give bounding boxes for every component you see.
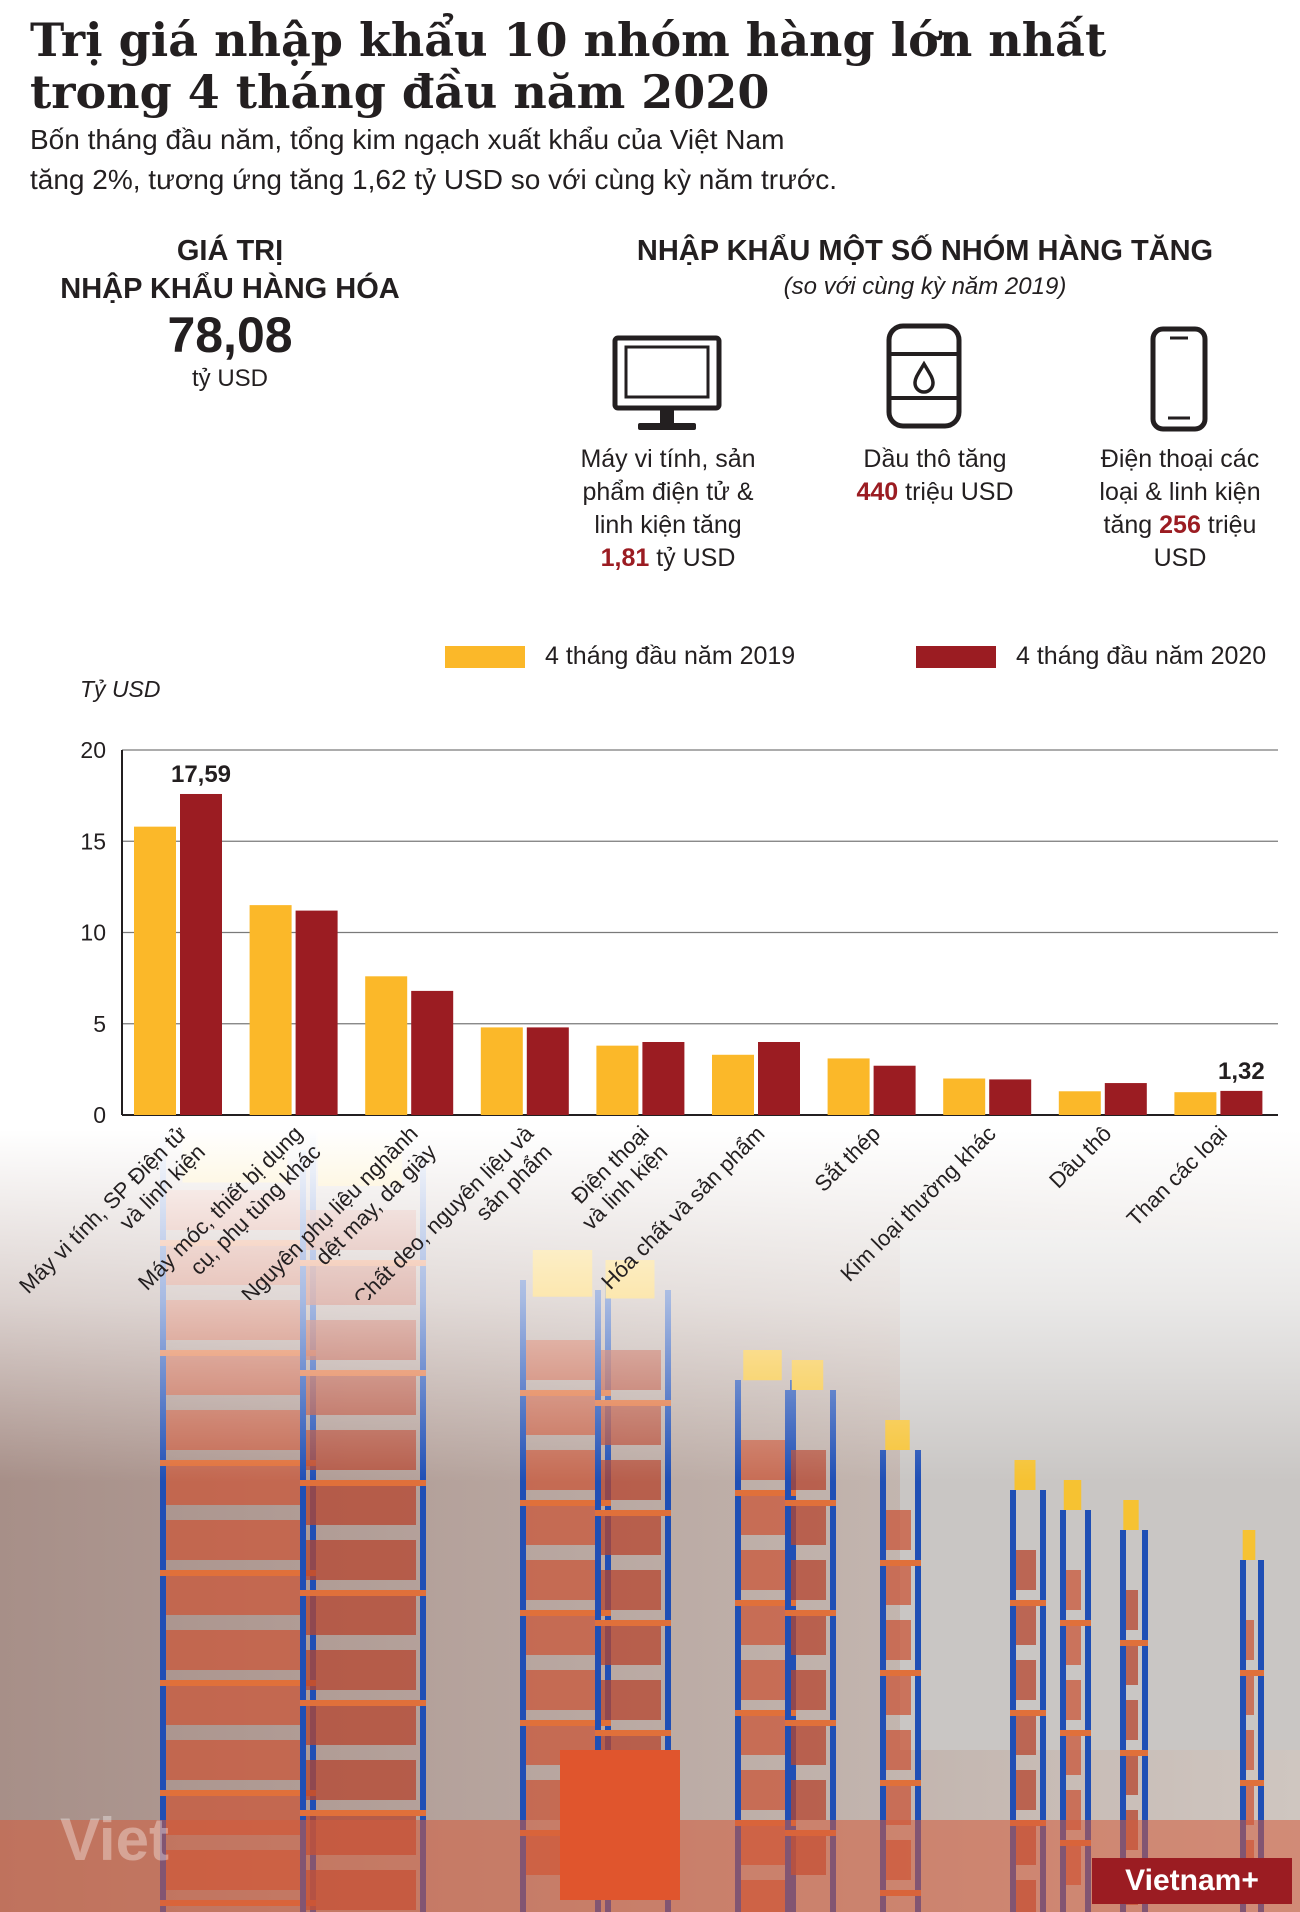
item-line: Dầu thô tăng — [863, 445, 1007, 473]
category-label-line: Dầu thô — [1044, 1121, 1116, 1193]
item-line: Máy vi tính, sản — [580, 445, 756, 473]
kpi-label-line-1: GIÁ TRỊ — [176, 235, 284, 267]
category-label: Than các loại — [1122, 1121, 1232, 1231]
bar-2020 — [411, 990, 454, 1115]
category-label: Sắt thép — [810, 1121, 886, 1197]
bar-2019 — [134, 826, 176, 1115]
bar-2020 — [989, 1079, 1032, 1115]
bar-2020 — [642, 1042, 685, 1115]
item-unit: triệu USD — [898, 478, 1014, 506]
item-value: 256 — [1159, 511, 1201, 539]
item-line: loại & linh kiện — [1099, 478, 1261, 506]
item-line: USD — [1153, 544, 1207, 572]
subtitle-line-2: tăng 2%, tương ứng tăng 1,62 tỷ USD so v… — [30, 164, 838, 195]
y-tick-label: 5 — [93, 1011, 106, 1037]
increase-subtitle: (so với cùng kỳ năm 2019) — [783, 273, 1067, 300]
increase-item-computers: Máy vi tính, sản phẩm điện tử & linh kiệ… — [543, 443, 793, 575]
page-subtitle: Bốn tháng đầu năm, tổng kim ngạch xuất k… — [30, 120, 930, 200]
watermark-text: Viet — [60, 1806, 169, 1873]
bar-2019 — [827, 1058, 870, 1115]
subtitle-line-1: Bốn tháng đầu năm, tổng kim ngạch xuất k… — [30, 124, 785, 155]
y-tick-label: 15 — [80, 828, 106, 854]
increase-item-crude-oil: Dầu thô tăng 440 triệu USD — [810, 443, 1060, 509]
bar-2020 — [526, 1027, 569, 1115]
kpi-unit: tỷ USD — [191, 365, 268, 392]
title-line-1: Trị giá nhập khẩu 10 nhóm hàng lớn nhất — [30, 13, 1107, 67]
kpi-label-line-2: NHẬP KHẨU HÀNG HÓA — [60, 273, 400, 305]
bar-2019 — [249, 905, 292, 1115]
bar-2020 — [873, 1065, 916, 1115]
category-label-line: Than các loại — [1122, 1121, 1232, 1231]
kpi-label: GIÁ TRỊ NHẬP KHẨU HÀNG HÓA — [40, 232, 420, 308]
bar-2020 — [1220, 1090, 1263, 1115]
computer-monitor-icon — [612, 335, 722, 430]
y-axis-title: Tỷ USD — [80, 676, 161, 702]
item-prefix: tăng — [1103, 511, 1160, 539]
bar-2020 — [1104, 1083, 1147, 1115]
legend-label-2020: 4 tháng đầu năm 2020 — [1016, 642, 1267, 670]
bar-2020 — [758, 1042, 800, 1115]
category-label: Dầu thô — [1044, 1121, 1116, 1193]
legend-label-2019: 4 tháng đầu năm 2019 — [545, 642, 796, 670]
bars: 17,59 1,32 — [134, 761, 1265, 1115]
bar-2019 — [943, 1078, 986, 1115]
category-label-line: Sắt thép — [810, 1121, 886, 1197]
y-tick-label: 20 — [80, 737, 106, 763]
smartphone-icon — [1150, 326, 1208, 432]
bar-2019 — [480, 1027, 523, 1115]
bar-2020 — [295, 910, 338, 1115]
item-line: phẩm điện tử & — [582, 478, 754, 506]
item-value: 1,81 — [600, 544, 650, 572]
title-line-2: trong 4 tháng đầu năm 2020 — [30, 65, 770, 119]
bar-chart: Tỷ USD 0 5 10 15 20 17,59 1,32 Máy vi tính, S… — [14, 676, 1278, 1300]
y-tick-label: 0 — [93, 1102, 106, 1128]
page-title: Trị giá nhập khẩu 10 nhóm hàng lớn nhất … — [30, 14, 1230, 118]
item-line: Điện thoại các — [1100, 445, 1260, 473]
brand-logo: Vietnam+ — [1092, 1858, 1292, 1904]
bar-2019 — [712, 1054, 754, 1115]
bar-2019 — [365, 976, 408, 1115]
increase-item-phones: Điện thoại các loại & linh kiện tăng 256… — [1055, 443, 1300, 575]
item-unit: tỷ USD — [649, 544, 736, 572]
legend-swatch-2020 — [916, 646, 996, 668]
data-label: 1,32 — [1218, 1058, 1265, 1085]
item-value: 440 — [856, 478, 899, 506]
oil-barrel-icon — [886, 323, 962, 429]
bar-2019 — [1174, 1092, 1217, 1115]
increase-title: NHẬP KHẨU MỘT SỐ NHÓM HÀNG TĂNG — [636, 235, 1214, 267]
warehouse-photo: Viet — [0, 1130, 1300, 1912]
data-label: 17,59 — [171, 761, 231, 788]
bar-2019 — [1058, 1091, 1101, 1115]
y-tick-label: 10 — [80, 920, 106, 946]
bar-2020 — [180, 793, 222, 1115]
legend-swatch-2019 — [445, 646, 525, 668]
kpi-value: 78,08 — [167, 307, 293, 363]
item-unit: triệu — [1200, 511, 1257, 539]
bar-2019 — [596, 1045, 639, 1115]
item-line: linh kiện tăng — [594, 511, 742, 539]
